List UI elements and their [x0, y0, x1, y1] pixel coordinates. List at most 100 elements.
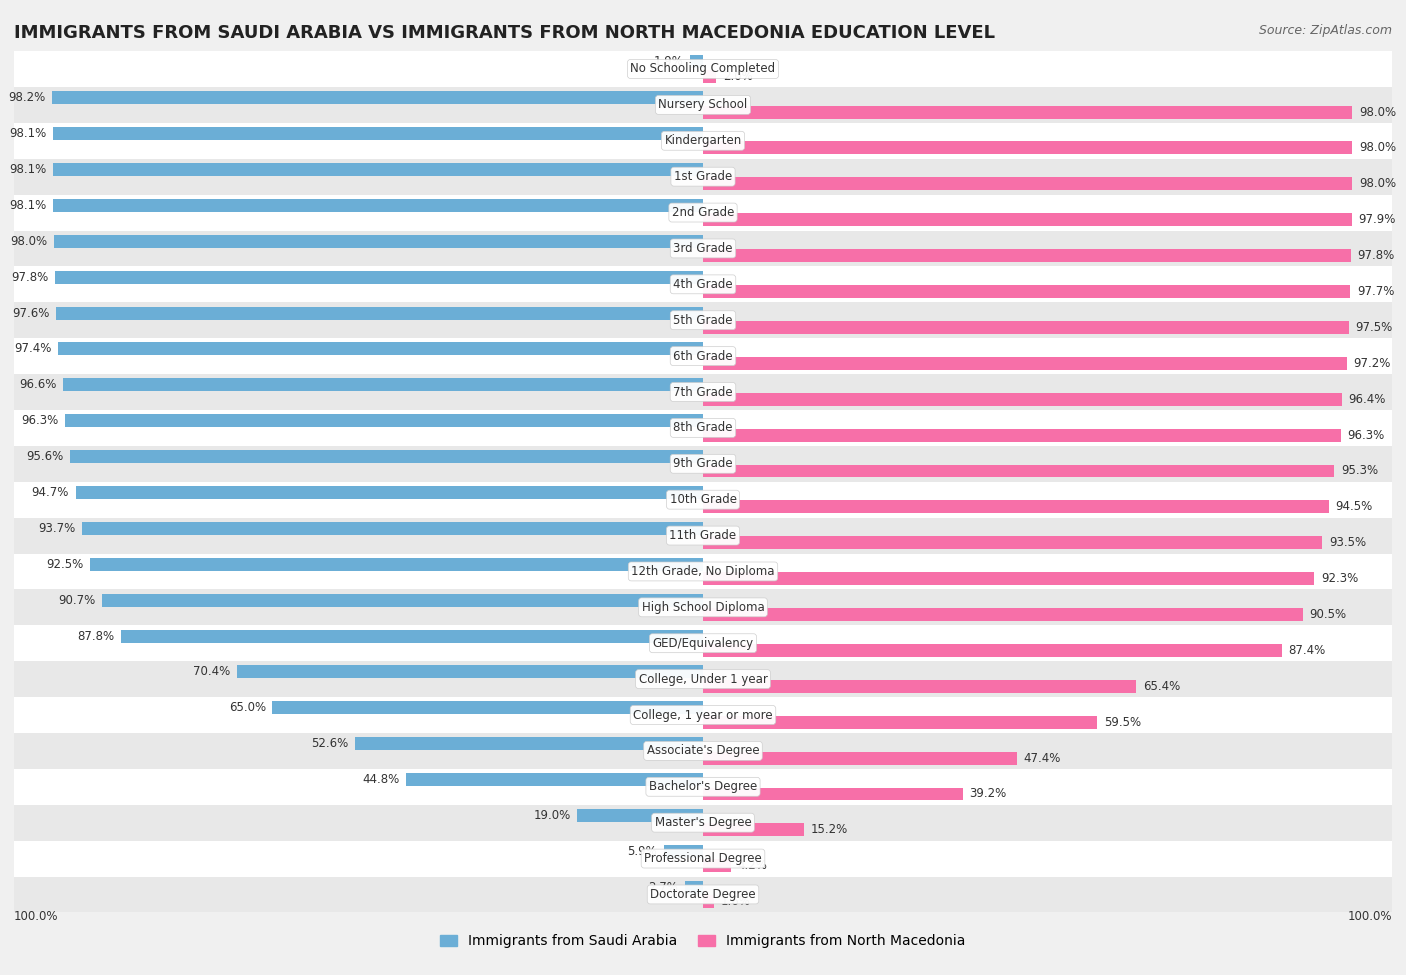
Bar	[703, 716, 1097, 728]
Bar	[14, 518, 1392, 554]
Text: 95.6%: 95.6%	[25, 450, 63, 463]
Text: 98.0%: 98.0%	[1358, 105, 1396, 119]
Bar	[14, 804, 1392, 840]
Bar	[14, 123, 1392, 159]
Bar	[703, 500, 1329, 513]
Text: Doctorate Degree: Doctorate Degree	[650, 888, 756, 901]
Bar	[703, 285, 1350, 298]
Bar	[703, 214, 1351, 226]
Text: 90.5%: 90.5%	[1309, 608, 1347, 621]
Text: 97.8%: 97.8%	[1358, 250, 1395, 262]
Text: 1st Grade: 1st Grade	[673, 171, 733, 183]
Text: 96.3%: 96.3%	[1347, 429, 1385, 442]
Text: 90.7%: 90.7%	[58, 594, 96, 606]
Bar	[703, 608, 1302, 621]
Text: 87.4%: 87.4%	[1289, 644, 1326, 657]
Bar	[63, 378, 703, 391]
Bar	[14, 266, 1392, 302]
Bar	[703, 429, 1341, 442]
Bar	[14, 697, 1392, 733]
Bar	[90, 558, 703, 570]
Text: 98.1%: 98.1%	[10, 199, 46, 212]
Bar	[52, 92, 703, 104]
Text: College, Under 1 year: College, Under 1 year	[638, 673, 768, 685]
Text: 97.6%: 97.6%	[13, 306, 49, 320]
Bar	[121, 630, 703, 643]
Bar	[14, 87, 1392, 123]
Bar	[703, 895, 714, 908]
Bar	[83, 522, 703, 535]
Text: 3rd Grade: 3rd Grade	[673, 242, 733, 254]
Bar	[14, 482, 1392, 518]
Text: Nursery School: Nursery School	[658, 98, 748, 111]
Bar	[703, 105, 1353, 119]
Bar	[14, 230, 1392, 266]
Bar	[703, 644, 1282, 657]
Text: 9th Grade: 9th Grade	[673, 457, 733, 470]
Text: 98.0%: 98.0%	[10, 235, 48, 248]
Bar	[56, 306, 703, 320]
Bar	[14, 195, 1392, 230]
Text: 94.7%: 94.7%	[32, 486, 69, 499]
Text: 2.0%: 2.0%	[723, 69, 752, 83]
Bar	[14, 554, 1392, 590]
Text: 100.0%: 100.0%	[14, 911, 59, 923]
Text: 4th Grade: 4th Grade	[673, 278, 733, 291]
Bar	[14, 159, 1392, 195]
Text: 98.0%: 98.0%	[1358, 141, 1396, 154]
Bar	[65, 414, 703, 427]
Bar	[354, 737, 703, 750]
Text: 59.5%: 59.5%	[1104, 716, 1140, 728]
Bar	[703, 680, 1136, 693]
Bar	[53, 163, 703, 176]
Bar	[703, 357, 1347, 370]
Text: 47.4%: 47.4%	[1024, 752, 1062, 764]
Bar	[236, 666, 703, 679]
Text: 7th Grade: 7th Grade	[673, 385, 733, 399]
Bar	[14, 374, 1392, 410]
Text: 97.5%: 97.5%	[1355, 321, 1393, 333]
Text: 93.7%: 93.7%	[38, 522, 76, 535]
Text: 70.4%: 70.4%	[193, 666, 231, 679]
Bar	[14, 51, 1392, 87]
Text: 10th Grade: 10th Grade	[669, 493, 737, 506]
Bar	[14, 840, 1392, 877]
Text: Master's Degree: Master's Degree	[655, 816, 751, 829]
Text: Kindergarten: Kindergarten	[665, 135, 741, 147]
Bar	[76, 486, 703, 499]
Text: 19.0%: 19.0%	[533, 809, 571, 822]
Text: 65.4%: 65.4%	[1143, 680, 1180, 693]
Text: 98.0%: 98.0%	[1358, 177, 1396, 190]
Bar	[703, 859, 731, 873]
Text: 2.7%: 2.7%	[648, 880, 679, 894]
Bar	[685, 880, 703, 894]
Bar	[703, 752, 1017, 764]
Text: 5th Grade: 5th Grade	[673, 314, 733, 327]
Text: 100.0%: 100.0%	[1347, 911, 1392, 923]
Bar	[273, 701, 703, 715]
Text: 6th Grade: 6th Grade	[673, 350, 733, 363]
Bar	[58, 342, 703, 356]
Text: High School Diploma: High School Diploma	[641, 601, 765, 614]
Bar	[406, 773, 703, 786]
Text: 96.6%: 96.6%	[20, 378, 56, 391]
Text: 98.2%: 98.2%	[8, 92, 46, 104]
Text: 93.5%: 93.5%	[1329, 536, 1367, 549]
Text: 12th Grade, No Diploma: 12th Grade, No Diploma	[631, 565, 775, 578]
Text: 44.8%: 44.8%	[363, 773, 399, 786]
Text: 97.8%: 97.8%	[11, 271, 49, 284]
Bar	[14, 877, 1392, 913]
Text: Source: ZipAtlas.com: Source: ZipAtlas.com	[1258, 24, 1392, 37]
Bar	[703, 788, 963, 800]
Bar	[14, 410, 1392, 446]
Text: 65.0%: 65.0%	[229, 701, 266, 715]
Text: 95.3%: 95.3%	[1341, 464, 1378, 478]
Text: 98.1%: 98.1%	[10, 127, 46, 140]
Bar	[576, 809, 703, 822]
Bar	[14, 625, 1392, 661]
Text: 15.2%: 15.2%	[810, 823, 848, 837]
Bar	[703, 464, 1334, 478]
Text: College, 1 year or more: College, 1 year or more	[633, 709, 773, 722]
Text: 96.4%: 96.4%	[1348, 393, 1385, 406]
Text: 4.2%: 4.2%	[738, 859, 768, 873]
